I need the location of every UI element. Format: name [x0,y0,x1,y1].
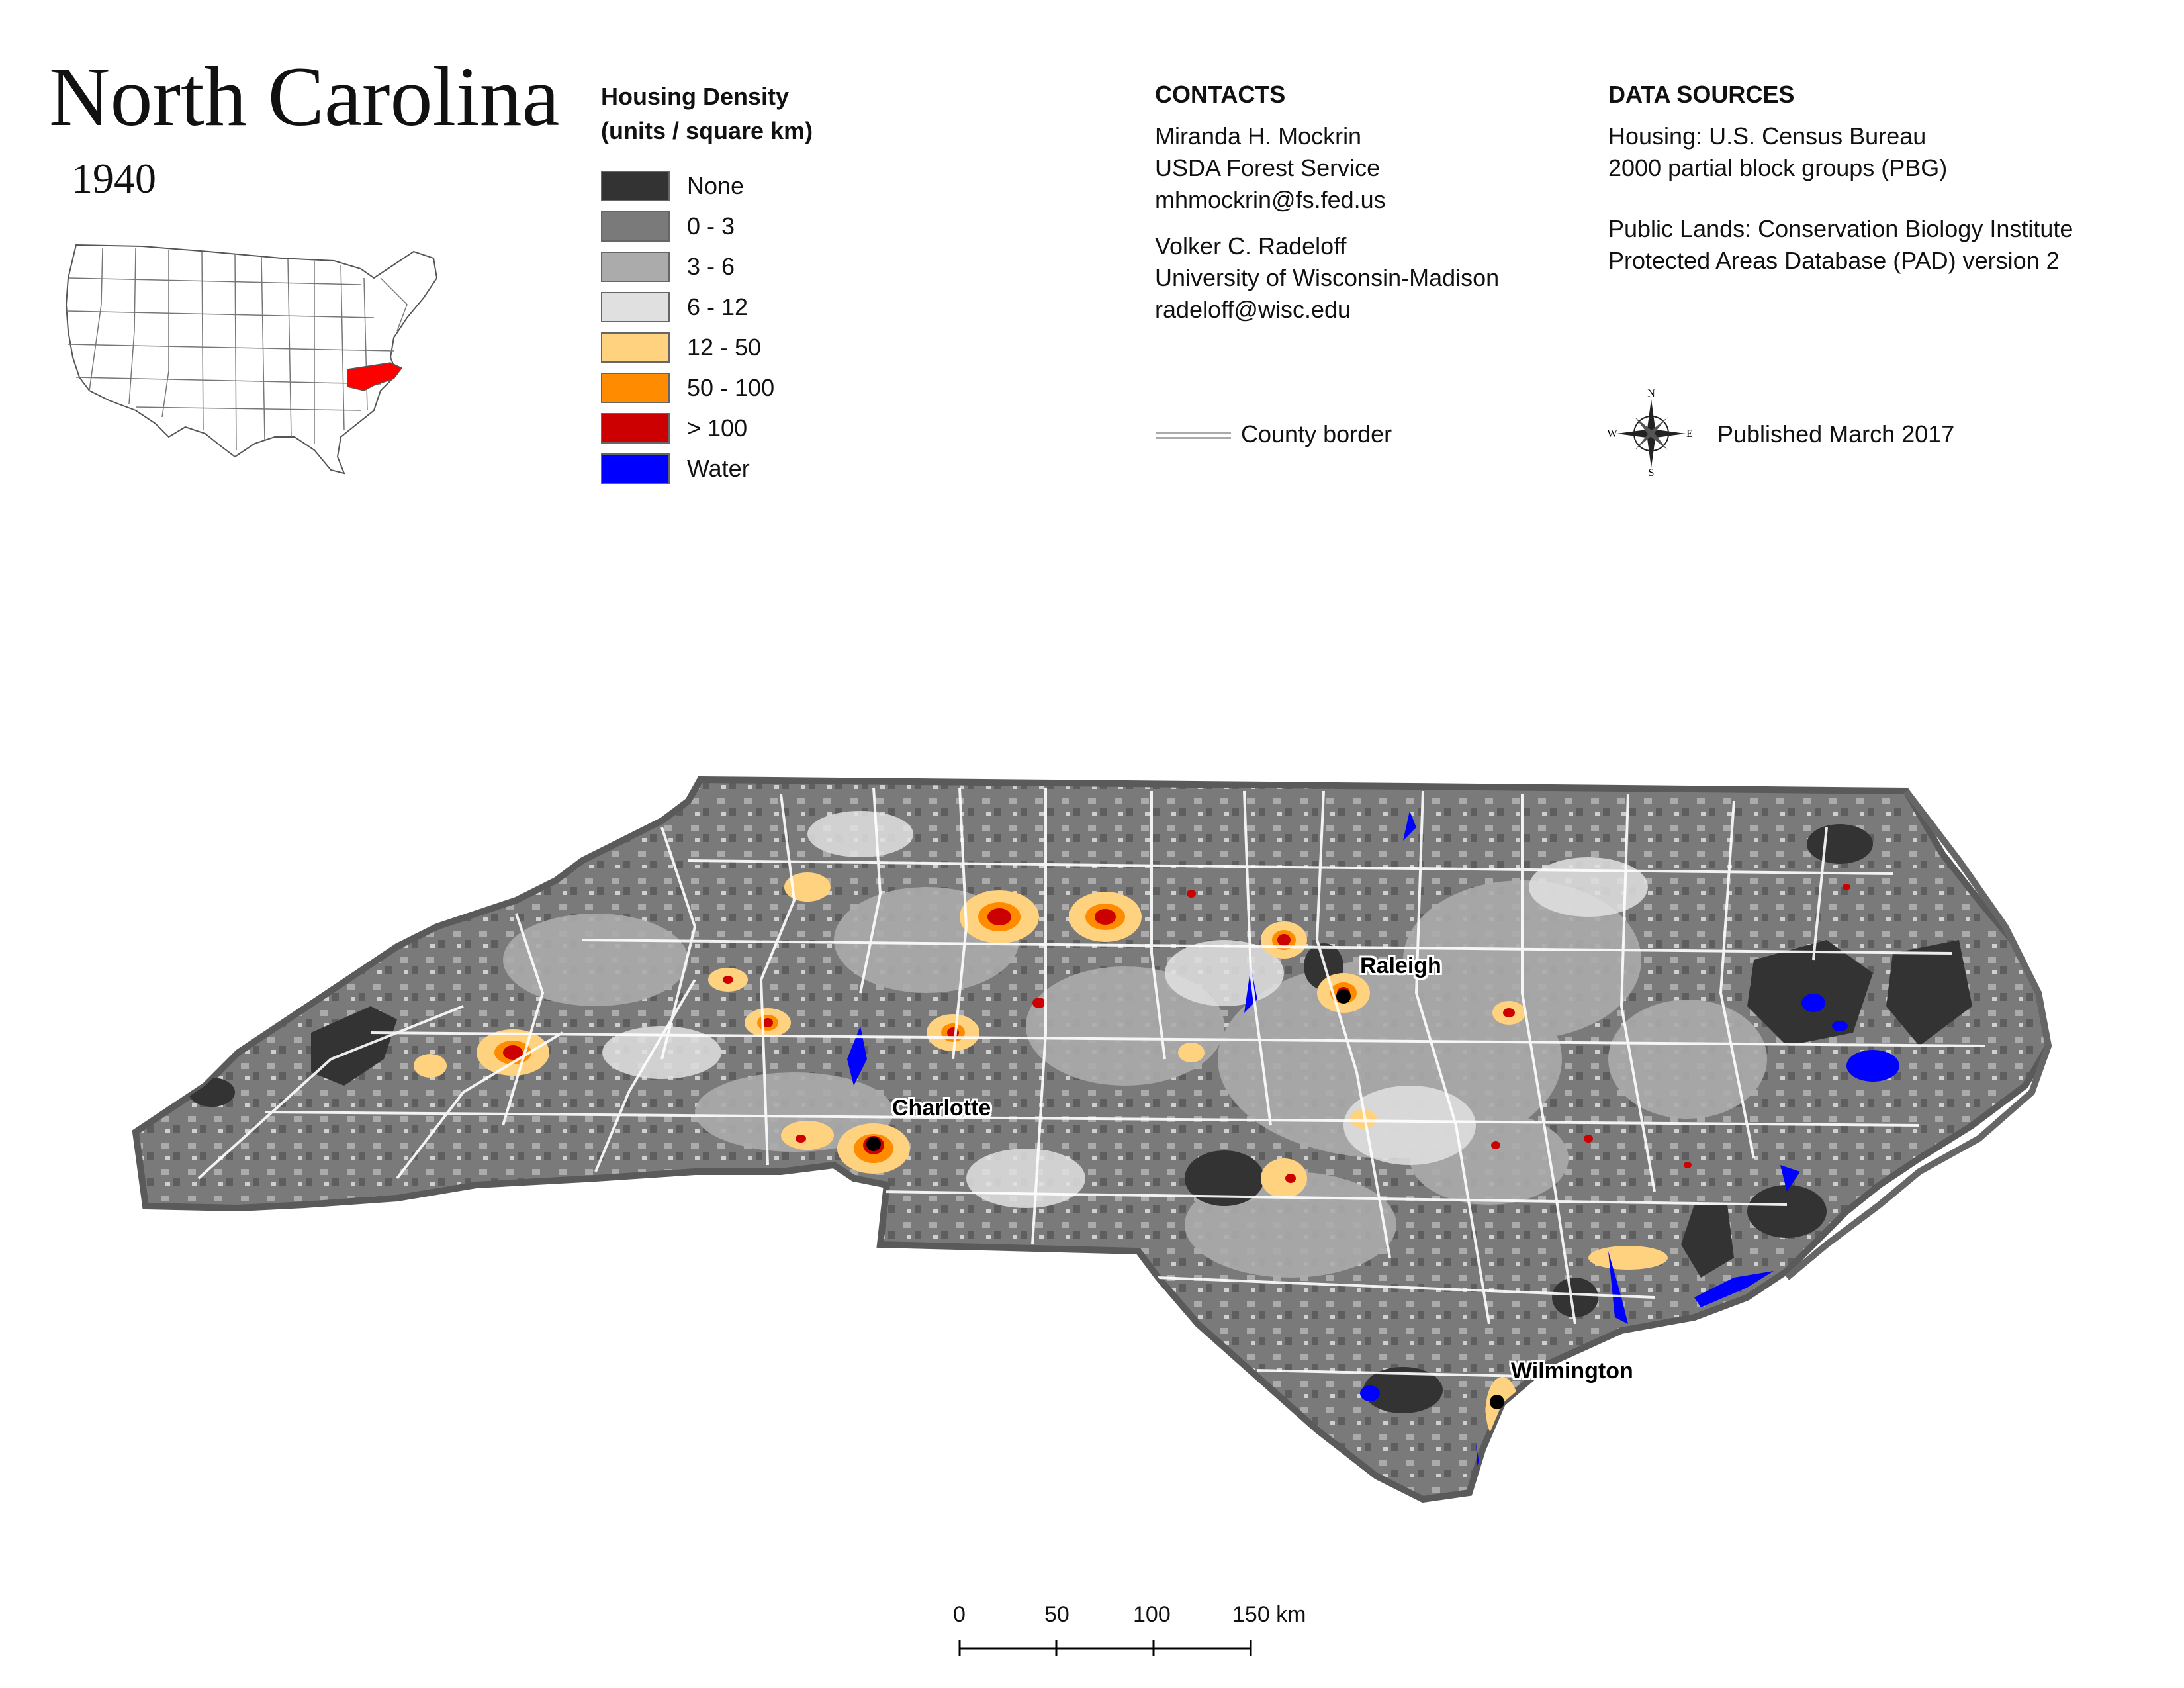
legend-title-line1: Housing Density [601,83,790,110]
scale-tick-label: 150 km [1232,1602,1306,1627]
scale-tick-label: 100 [1133,1602,1171,1627]
county-border-swatch [1156,432,1231,439]
legend-label: 12 - 50 [687,333,762,361]
legend-heading: Housing Density (units / square km) [601,79,813,148]
legend-swatch [601,251,670,282]
scale-tick-label: 0 [953,1602,966,1627]
contact-org: USDA Forest Service [1155,154,1381,181]
legend-item-gt-100: > 100 [601,408,879,448]
water-features [847,811,1899,1496]
legend-label: None [687,171,745,199]
legend-swatch [601,291,670,322]
legend-swatch [601,453,670,484]
us-inset-map [65,244,438,475]
legend-swatch [601,372,670,403]
compass-e: E [1686,428,1693,440]
data-source-line: Housing: U.S. Census Bureau [1608,122,1927,150]
density-layer [189,787,1986,1496]
scale-tick-label: 50 [1044,1602,1069,1627]
data-sources-heading: DATA SOURCES [1608,81,1795,108]
data-source-line: Public Lands: Conservation Biology Insti… [1608,215,2073,242]
city-label-charlotte: Charlotte [892,1096,991,1121]
legend-item-3-6: 3 - 6 [601,246,879,287]
city-marker-charlotte [866,1137,881,1151]
city-marker-wilmington [1490,1395,1504,1409]
legend: None 0 - 3 3 - 6 6 - 12 12 - 50 50 - 100… [601,165,879,489]
legend-item-water: Water [601,448,879,489]
map-title: North Carolina [49,50,560,144]
legend-label: Water [687,454,750,482]
contact-org: University of Wisconsin-Madison [1155,264,1500,291]
contacts-heading: CONTACTS [1155,81,1286,108]
contact-name: Miranda H. Mockrin [1155,122,1362,150]
compass-w: W [1608,428,1617,440]
scale-bar [958,1640,1252,1656]
map-year: 1940 [71,155,156,202]
contact-email[interactable]: mhmockrin@fs.fed.us [1155,186,1386,213]
legend-swatch [601,332,670,363]
data-sources-block: DATA SOURCES Housing: U.S. Census Bureau… [1608,81,2073,277]
contacts-block: CONTACTS Miranda H. Mockrin USDA Forest … [1155,81,1499,326]
county-borders [197,787,1986,1378]
data-source-line: Protected Areas Database (PAD) version 2 [1608,247,2060,274]
legend-item-none: None [601,165,879,206]
legend-swatch [601,412,670,444]
city-marker-raleigh [1336,989,1351,1004]
legend-label: 0 - 3 [687,212,735,240]
published-date: Published March 2017 [1717,420,1955,447]
contact-name: Volker C. Radeloff [1155,232,1347,259]
nc-state-outline [132,776,2052,1503]
legend-item-12-50: 12 - 50 [601,327,879,367]
compass-rose-icon: N S E W [1608,388,1693,477]
legend-label: 3 - 6 [687,252,735,280]
compass-n: N [1647,388,1655,399]
legend-swatch [601,170,670,201]
legend-item-6-12: 6 - 12 [601,287,879,327]
compass-s: S [1649,467,1655,477]
county-border-label: County border [1241,420,1392,447]
legend-label: 6 - 12 [687,293,749,320]
legend-item-0-3: 0 - 3 [601,206,879,246]
legend-label: > 100 [687,414,748,442]
contact-email[interactable]: radeloff@wisc.edu [1155,296,1351,323]
city-label-raleigh: Raleigh [1360,953,1441,978]
legend-title-line2: (units / square km) [601,117,813,145]
legend-swatch [601,211,670,242]
legend-label: 50 - 100 [687,373,775,401]
nc-highlight [347,362,403,391]
data-source-line: 2000 partial block groups (PBG) [1608,154,1948,181]
legend-item-50-100: 50 - 100 [601,367,879,408]
outer-banks [1784,788,2052,1280]
city-label-wilmington: Wilmington [1511,1358,1633,1383]
